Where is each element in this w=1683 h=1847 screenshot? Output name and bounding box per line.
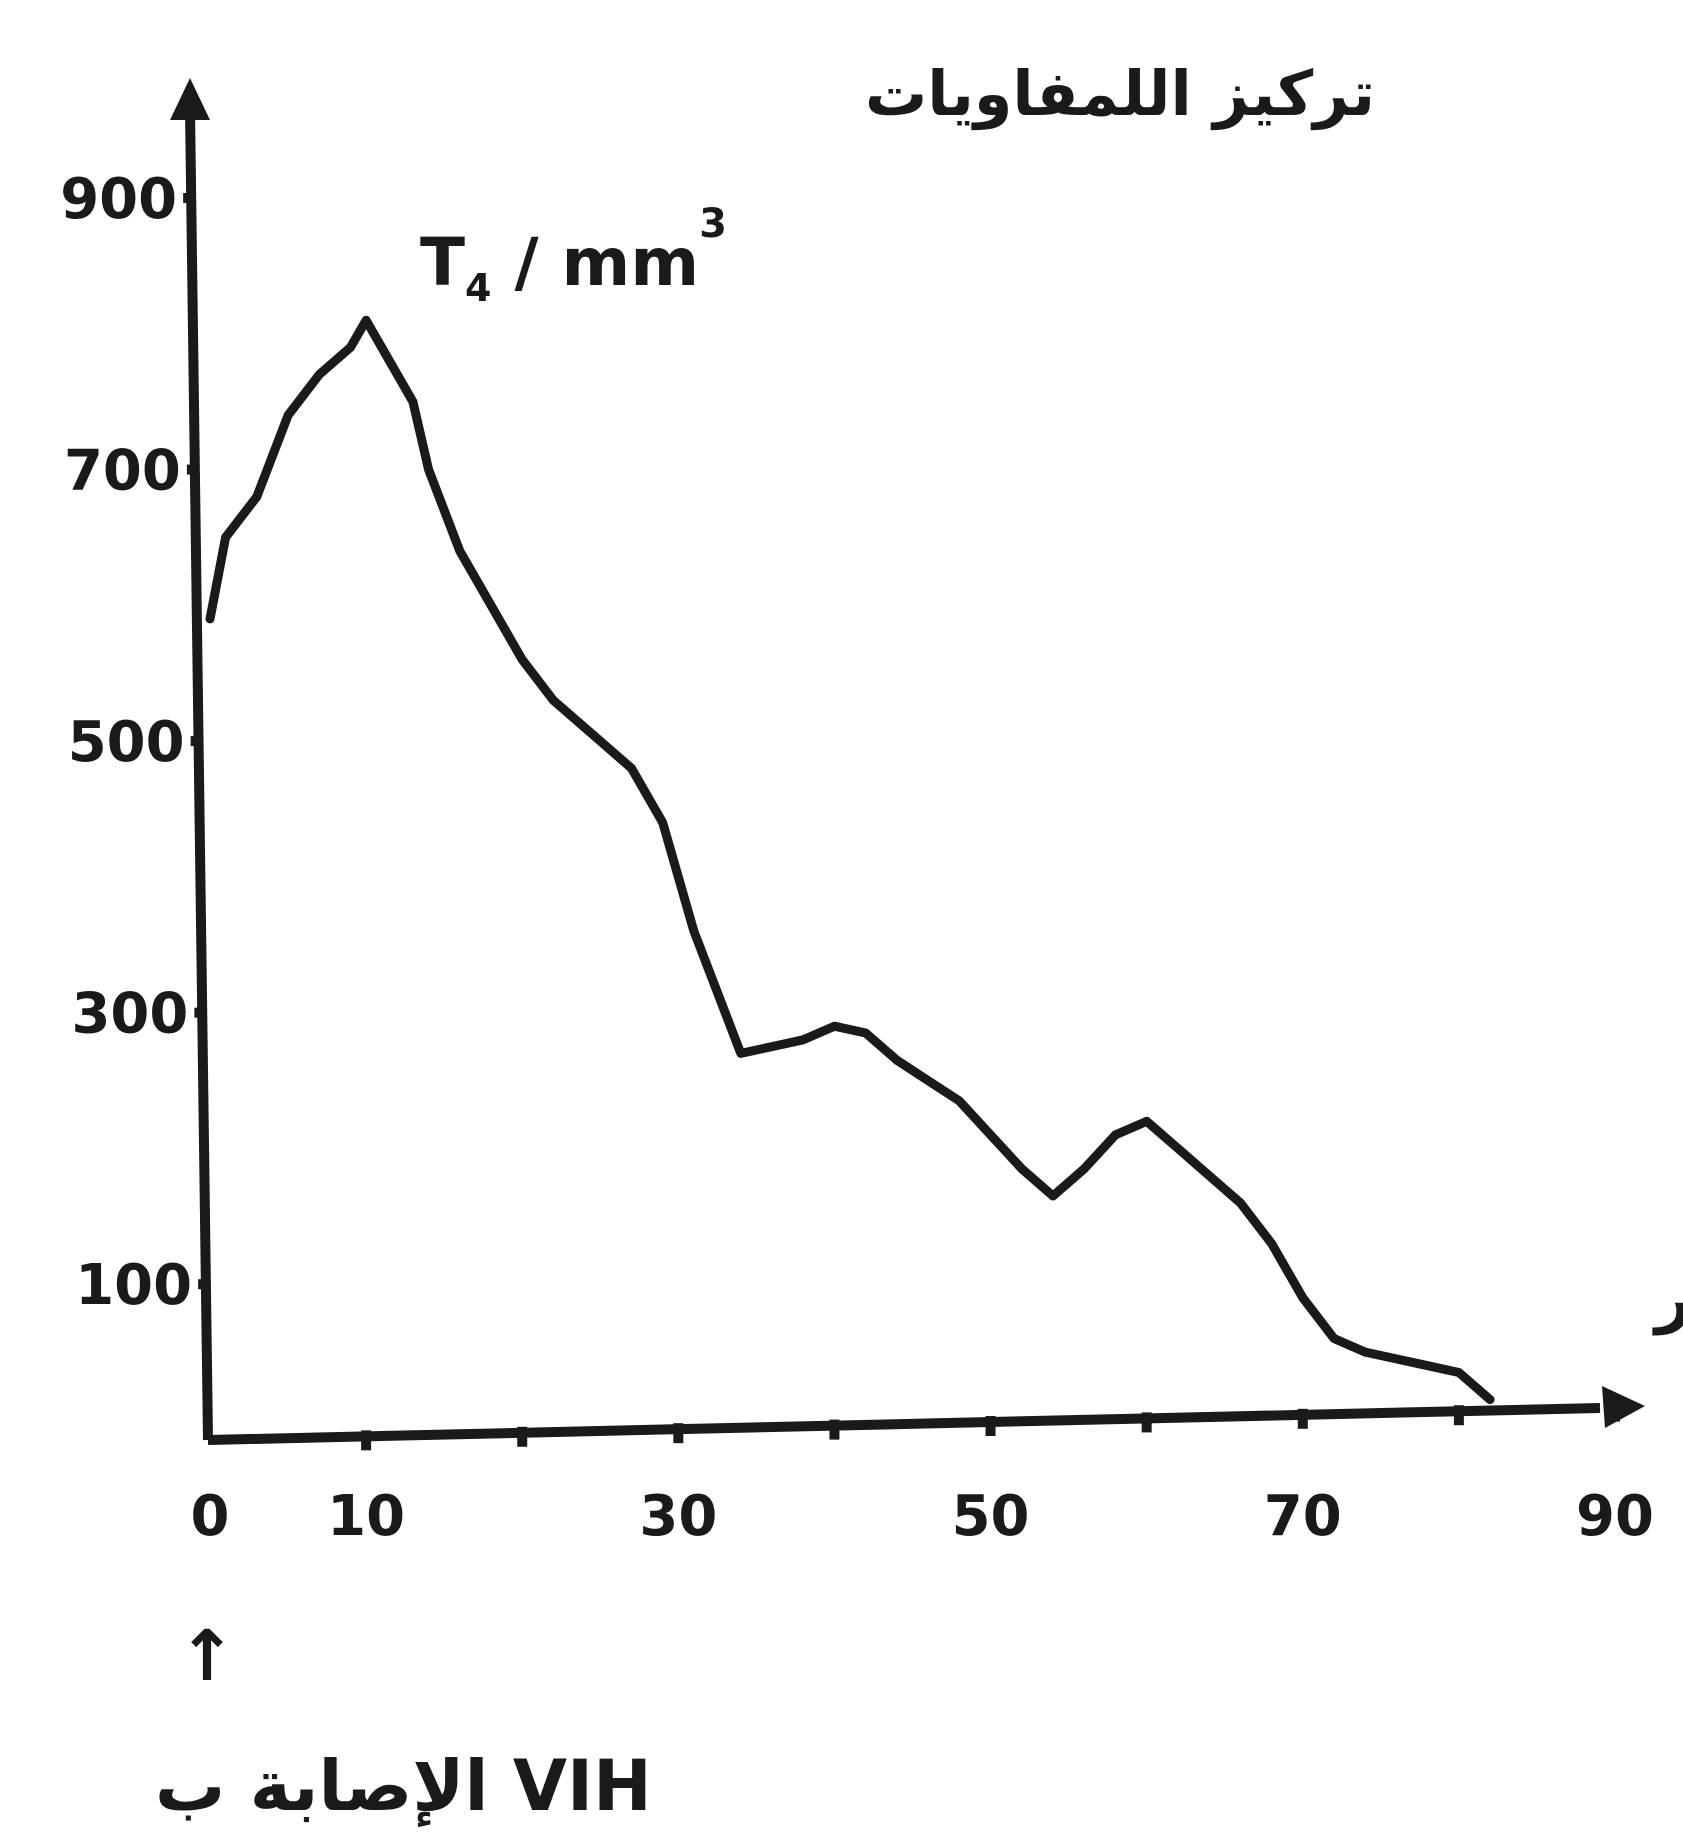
x-tick-label: 30 [639,1484,717,1549]
axis-ticks [183,198,1615,1450]
infection-arrow-icon: ↑ [178,1615,237,1697]
y-tick-label: 500 [68,710,185,775]
x-tick-label: 50 [952,1484,1030,1549]
y-unit-mid: / mm [491,224,699,301]
y-tick-label: 700 [64,439,181,504]
y-axis [190,110,208,1440]
y-tick-label: 100 [75,1253,192,1318]
y-tick-label: 900 [60,167,177,232]
tick-labels: 100 300 500 700 900 0 10 30 50 70 90 [60,167,1654,1549]
y-tick-label: 300 [71,982,188,1047]
x-axis [208,1408,1600,1440]
series-line [210,320,1490,1399]
y-axis-arrow [170,78,210,120]
y-unit-subscript: 4 [465,266,491,310]
x-axis-label: شهور [1652,1262,1683,1336]
x-tick-label: 70 [1264,1484,1342,1549]
y-unit-label: T4 / mm3 [420,201,727,310]
infection-annotation: الإصابة ب VIH [155,1745,652,1828]
y-unit-superscript: 3 [699,201,727,247]
x-tick-label: 90 [1576,1484,1654,1549]
x-axis-arrow [1602,1386,1645,1428]
chart-title: تركيز اللمفاويات [865,57,1375,130]
y-unit-base: T [420,224,465,301]
x-tick-label: 0 [191,1484,230,1549]
x-tick-label: 10 [327,1484,405,1549]
